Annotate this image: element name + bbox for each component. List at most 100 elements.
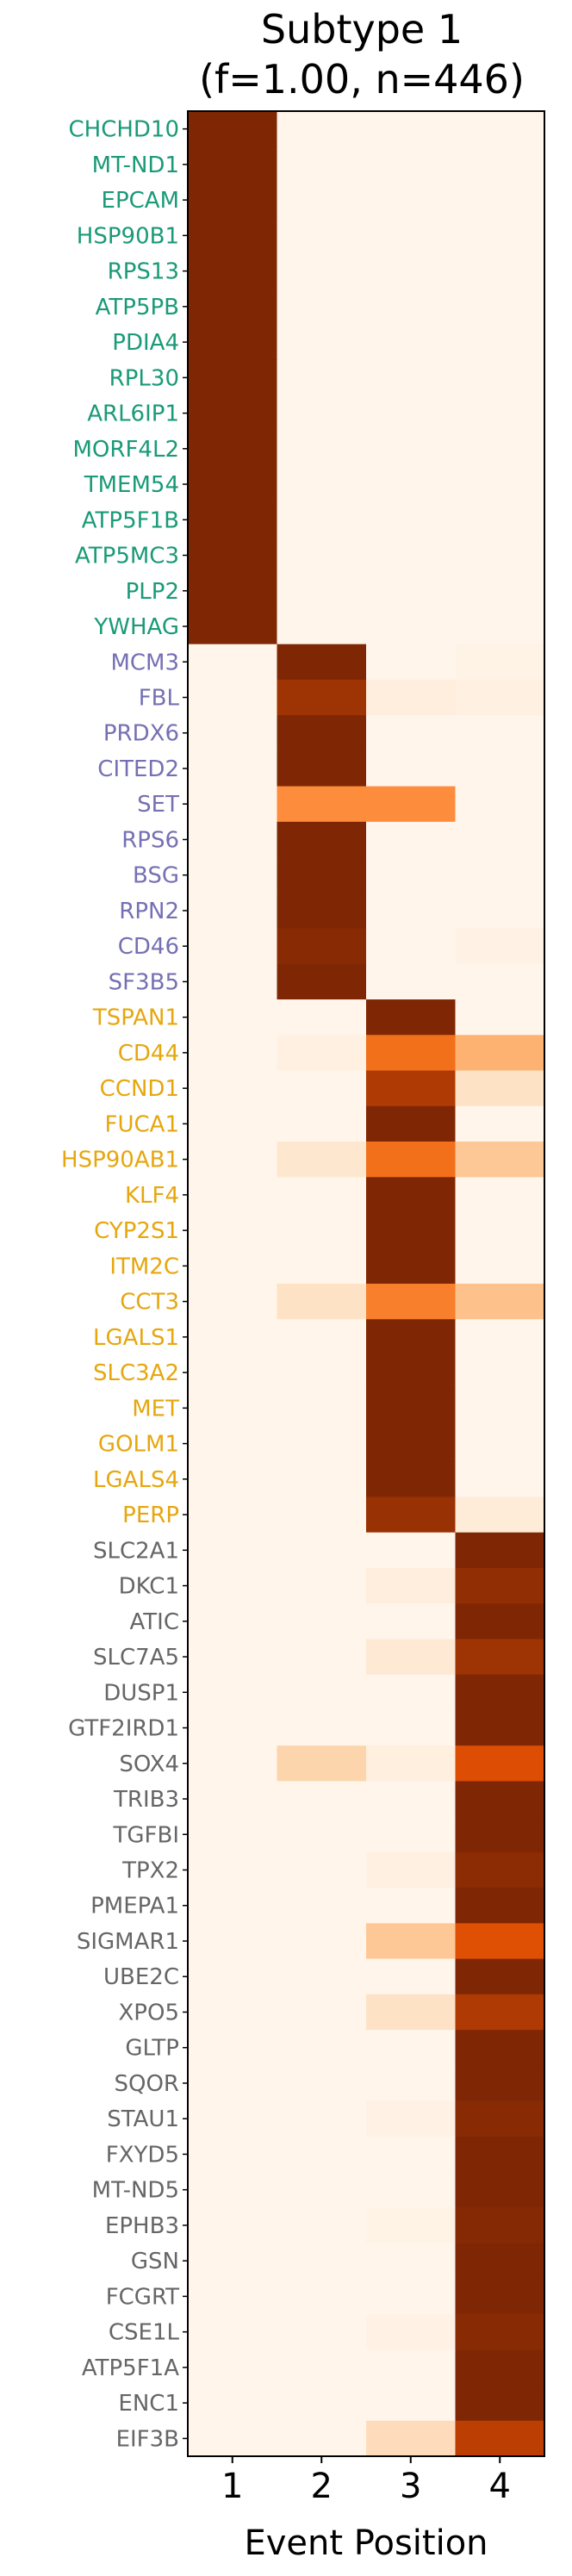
- cell-atp5f1a-pos4: [455, 2349, 545, 2386]
- gene-label-stau1: STAU1: [107, 2106, 179, 2132]
- cell-mcm3-pos4: [455, 644, 545, 681]
- cell-gtf2ird1-pos2: [277, 1709, 367, 1746]
- cell-sf3b5-pos3: [366, 963, 457, 1000]
- cell-atp5pb-pos4: [455, 289, 545, 326]
- gene-label-met: MET: [132, 1396, 179, 1422]
- gene-label-tgfbi: TGFBI: [113, 1822, 180, 1848]
- cell-sqor-pos4: [455, 2065, 545, 2102]
- gene-label-sigmar1: SIGMAR1: [77, 1929, 179, 1955]
- cell-mt-nd5-pos3: [366, 2172, 457, 2208]
- cell-golm1-pos3: [366, 1425, 457, 1462]
- cell-plp2-pos3: [366, 573, 457, 609]
- cell-atp5f1b-pos4: [455, 501, 545, 538]
- cell-cct3-pos4: [455, 1284, 545, 1320]
- gene-label-rpl30: RPL30: [109, 365, 179, 391]
- cell-atic-pos3: [366, 1603, 457, 1640]
- cell-rps13-pos2: [277, 252, 367, 289]
- cell-fxyd5-pos3: [366, 2136, 457, 2173]
- cell-sqor-pos2: [277, 2065, 367, 2102]
- cell-perp-pos1: [188, 1496, 278, 1534]
- cell-fuca1-pos2: [277, 1105, 367, 1142]
- cell-rpn2-pos1: [188, 893, 278, 930]
- cell-arl6ip1-pos1: [188, 395, 278, 432]
- cell-ccnd1-pos2: [277, 1070, 367, 1107]
- gene-label-slc7a5: SLC7A5: [93, 1645, 179, 1671]
- cell-hsp90b1-pos3: [366, 217, 457, 254]
- gene-label-cited2: CITED2: [97, 756, 179, 782]
- gene-label-tspan1: TSPAN1: [92, 1005, 179, 1031]
- gene-label-dkc1: DKC1: [119, 1574, 179, 1600]
- cell-itm2c-pos3: [366, 1248, 457, 1285]
- cell-enc1-pos4: [455, 2385, 545, 2422]
- cell-sqor-pos3: [366, 2065, 457, 2102]
- cell-sigmar1-pos4: [455, 1923, 545, 1960]
- cell-rps13-pos4: [455, 252, 545, 289]
- cell-stau1-pos4: [455, 2100, 545, 2137]
- gene-label-epcam: EPCAM: [102, 188, 179, 214]
- cell-prdx6-pos2: [277, 715, 367, 751]
- gene-label-arl6ip1: ARL6IP1: [87, 401, 179, 427]
- cell-set-pos1: [188, 786, 278, 823]
- cell-cd46-pos4: [455, 928, 545, 965]
- cell-hsp90ab1-pos2: [277, 1142, 367, 1178]
- gene-label-lgals4: LGALS4: [93, 1467, 179, 1493]
- cell-rps6-pos1: [188, 821, 278, 858]
- x-tick-label-1: 1: [221, 2467, 243, 2506]
- cell-gtf2ird1-pos4: [455, 1709, 545, 1746]
- gene-label-sqor: SQOR: [115, 2071, 180, 2097]
- cell-rpn2-pos2: [277, 893, 367, 930]
- gene-label-rpn2: RPN2: [119, 899, 179, 924]
- cell-plp2-pos1: [188, 573, 278, 609]
- gene-label-gtf2ird1: GTF2IRD1: [68, 1716, 179, 1742]
- cell-met-pos4: [455, 1390, 545, 1427]
- cell-prdx6-pos1: [188, 715, 278, 751]
- cell-enc1-pos1: [188, 2385, 278, 2422]
- cell-cd46-pos3: [366, 928, 457, 965]
- cell-lgals1-pos4: [455, 1319, 545, 1356]
- cell-met-pos1: [188, 1390, 278, 1427]
- gene-label-set: SET: [137, 792, 179, 818]
- cell-perp-pos2: [277, 1496, 367, 1534]
- cell-gsn-pos4: [455, 2243, 545, 2280]
- cell-tpx2-pos2: [277, 1851, 367, 1888]
- gene-label-sox4: SOX4: [119, 1752, 179, 1777]
- cell-gsn-pos2: [277, 2243, 367, 2280]
- cell-gltp-pos2: [277, 2030, 367, 2066]
- gene-label-mcm3: MCM3: [110, 650, 179, 675]
- cell-trib3-pos1: [188, 1781, 278, 1818]
- cell-fuca1-pos1: [188, 1105, 278, 1142]
- cell-gtf2ird1-pos1: [188, 1709, 278, 1746]
- cell-hsp90b1-pos1: [188, 217, 278, 254]
- cell-bsg-pos4: [455, 857, 545, 893]
- cell-slc3a2-pos3: [366, 1354, 457, 1391]
- cell-dkc1-pos1: [188, 1567, 278, 1604]
- cell-lgals4-pos3: [366, 1461, 457, 1498]
- gene-label-enc1: ENC1: [118, 2391, 179, 2417]
- cell-cct3-pos2: [277, 1284, 367, 1320]
- gene-label-klf4: KLF4: [125, 1183, 179, 1209]
- cell-cse1l-pos4: [455, 2314, 545, 2350]
- cell-arl6ip1-pos2: [277, 395, 367, 432]
- gene-label-pdia4: PDIA4: [112, 330, 179, 356]
- cell-cct3-pos1: [188, 1284, 278, 1320]
- cell-hsp90ab1-pos1: [188, 1142, 278, 1178]
- cell-ywhag-pos2: [277, 608, 367, 645]
- cell-slc7a5-pos4: [455, 1639, 545, 1676]
- cell-lgals4-pos4: [455, 1461, 545, 1498]
- cell-cd44-pos1: [188, 1035, 278, 1072]
- cell-set-pos4: [455, 786, 545, 823]
- cell-sf3b5-pos2: [277, 963, 367, 1000]
- cell-fuca1-pos3: [366, 1105, 457, 1142]
- cell-tpx2-pos4: [455, 1851, 545, 1888]
- cell-xpo5-pos3: [366, 1994, 457, 2031]
- heatmap-cells: [188, 111, 545, 2457]
- cell-tspan1-pos3: [366, 999, 457, 1036]
- cell-tpx2-pos3: [366, 1851, 457, 1888]
- cell-pdia4-pos4: [455, 324, 545, 361]
- cell-dusp1-pos4: [455, 1674, 545, 1711]
- cell-xpo5-pos2: [277, 1994, 367, 2031]
- cell-perp-pos4: [455, 1496, 545, 1534]
- gene-label-morf4l2: MORF4L2: [73, 437, 180, 463]
- cell-sox4-pos4: [455, 1745, 545, 1782]
- cell-cited2-pos3: [366, 750, 457, 787]
